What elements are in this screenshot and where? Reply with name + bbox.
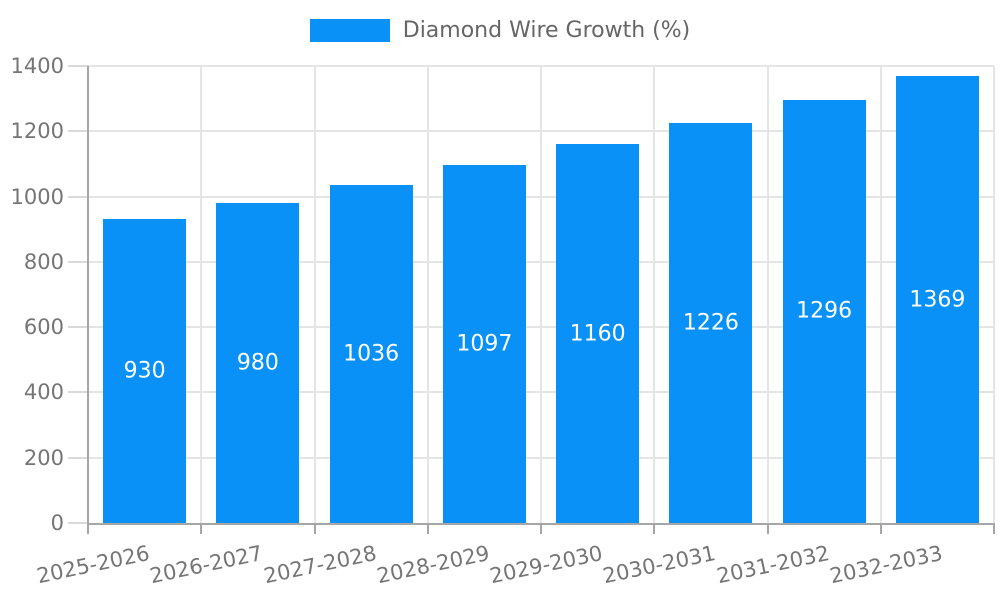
x-gridline (879, 66, 882, 523)
y-tick-mark (68, 391, 88, 394)
y-tick-mark (68, 260, 88, 263)
x-gridline (313, 66, 316, 523)
x-gridline (653, 66, 656, 523)
legend-swatch (309, 19, 390, 42)
x-tick-mark (993, 523, 995, 534)
y-axis-tick-label: 1000 (10, 184, 64, 209)
bar-value-label: 1369 (909, 287, 966, 313)
x-tick-mark (426, 523, 429, 534)
x-tick-mark (653, 523, 656, 534)
bar-value-label: 1296 (796, 298, 853, 324)
x-gridline (200, 66, 203, 523)
y-axis-tick-label: 600 (23, 315, 64, 340)
bar (783, 99, 866, 523)
x-axis-tick-label: 2031-2032 (714, 540, 832, 589)
y-tick-mark (68, 326, 88, 329)
y-axis-tick-label: 0 (50, 511, 64, 535)
bar-value-label: 1097 (456, 331, 513, 357)
x-gridline (993, 66, 995, 523)
x-tick-mark (200, 523, 203, 534)
x-axis-line (87, 523, 995, 525)
bar (330, 184, 413, 523)
x-tick-mark (879, 523, 882, 534)
x-axis-tick-label: 2025-2026 (34, 540, 152, 589)
y-tick-mark (68, 65, 88, 67)
bar (443, 164, 526, 523)
x-gridline (540, 66, 542, 523)
x-gridline (766, 66, 769, 523)
x-axis-tick-label: 2028-2029 (374, 540, 492, 589)
bar-value-label: 1036 (343, 341, 400, 367)
legend-label: Diamond Wire Growth (%) (402, 18, 691, 43)
chart-legend: Diamond Wire Growth (%) (0, 18, 1000, 43)
bar-value-label: 980 (236, 350, 279, 376)
y-axis-tick-label: 400 (23, 380, 64, 405)
bar-value-label: 1160 (569, 321, 626, 347)
y-axis-tick-label: 200 (23, 445, 64, 470)
x-tick-mark (540, 523, 542, 534)
bar (556, 144, 639, 523)
bar (103, 219, 186, 523)
bar (896, 76, 979, 523)
x-tick-mark (766, 523, 769, 534)
y-axis-tick-label: 800 (23, 249, 64, 274)
y-tick-mark (68, 456, 88, 459)
x-axis-tick-label: 2026-2027 (148, 540, 266, 589)
y-axis-line (87, 66, 89, 534)
x-axis-tick-label: 2032-2033 (827, 540, 945, 589)
bar (669, 122, 752, 523)
x-axis-tick-label: 2030-2031 (601, 540, 719, 589)
bar-value-label: 1226 (682, 310, 739, 336)
y-axis-tick-label: 1400 (10, 54, 64, 78)
bar (216, 203, 299, 523)
x-axis-tick-label: 2029-2030 (487, 540, 605, 589)
bar-value-label: 930 (123, 358, 166, 384)
x-tick-mark (313, 523, 316, 534)
y-tick-mark (68, 130, 88, 133)
y-tick-mark (68, 522, 88, 524)
x-axis-tick-label: 2027-2028 (261, 540, 379, 589)
x-gridline (426, 66, 429, 523)
y-tick-mark (68, 195, 88, 198)
y-axis-tick-label: 1200 (10, 119, 64, 144)
